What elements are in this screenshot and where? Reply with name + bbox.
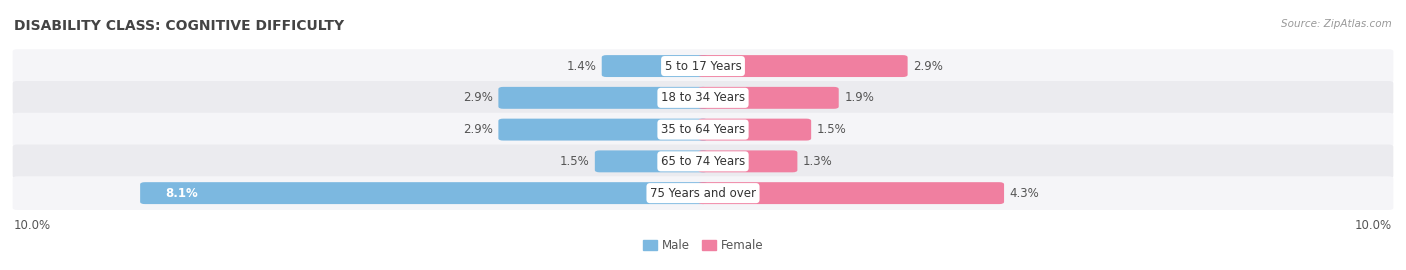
- Text: 1.5%: 1.5%: [560, 155, 589, 168]
- Text: 2.9%: 2.9%: [912, 60, 943, 73]
- Text: 1.5%: 1.5%: [817, 123, 846, 136]
- FancyBboxPatch shape: [699, 182, 1004, 204]
- FancyBboxPatch shape: [498, 87, 707, 109]
- Legend: Male, Female: Male, Female: [638, 234, 768, 256]
- Text: 1.3%: 1.3%: [803, 155, 832, 168]
- FancyBboxPatch shape: [699, 150, 797, 172]
- FancyBboxPatch shape: [141, 182, 707, 204]
- FancyBboxPatch shape: [13, 81, 1393, 115]
- FancyBboxPatch shape: [602, 55, 707, 77]
- FancyBboxPatch shape: [13, 176, 1393, 210]
- FancyBboxPatch shape: [595, 150, 707, 172]
- FancyBboxPatch shape: [13, 144, 1393, 178]
- Text: 18 to 34 Years: 18 to 34 Years: [661, 91, 745, 104]
- Text: 2.9%: 2.9%: [463, 123, 494, 136]
- FancyBboxPatch shape: [699, 87, 839, 109]
- FancyBboxPatch shape: [699, 119, 811, 141]
- Text: DISABILITY CLASS: COGNITIVE DIFFICULTY: DISABILITY CLASS: COGNITIVE DIFFICULTY: [14, 19, 344, 33]
- Text: 4.3%: 4.3%: [1010, 187, 1039, 200]
- Text: 75 Years and over: 75 Years and over: [650, 187, 756, 200]
- FancyBboxPatch shape: [13, 113, 1393, 146]
- Text: 35 to 64 Years: 35 to 64 Years: [661, 123, 745, 136]
- Text: 2.9%: 2.9%: [463, 91, 494, 104]
- Text: 65 to 74 Years: 65 to 74 Years: [661, 155, 745, 168]
- Text: 1.9%: 1.9%: [844, 91, 875, 104]
- Text: 8.1%: 8.1%: [166, 187, 198, 200]
- Text: 5 to 17 Years: 5 to 17 Years: [665, 60, 741, 73]
- Text: 10.0%: 10.0%: [14, 218, 51, 232]
- Text: 10.0%: 10.0%: [1355, 218, 1392, 232]
- Text: 1.4%: 1.4%: [567, 60, 596, 73]
- FancyBboxPatch shape: [498, 119, 707, 141]
- FancyBboxPatch shape: [13, 49, 1393, 83]
- FancyBboxPatch shape: [699, 55, 908, 77]
- Text: Source: ZipAtlas.com: Source: ZipAtlas.com: [1281, 19, 1392, 29]
